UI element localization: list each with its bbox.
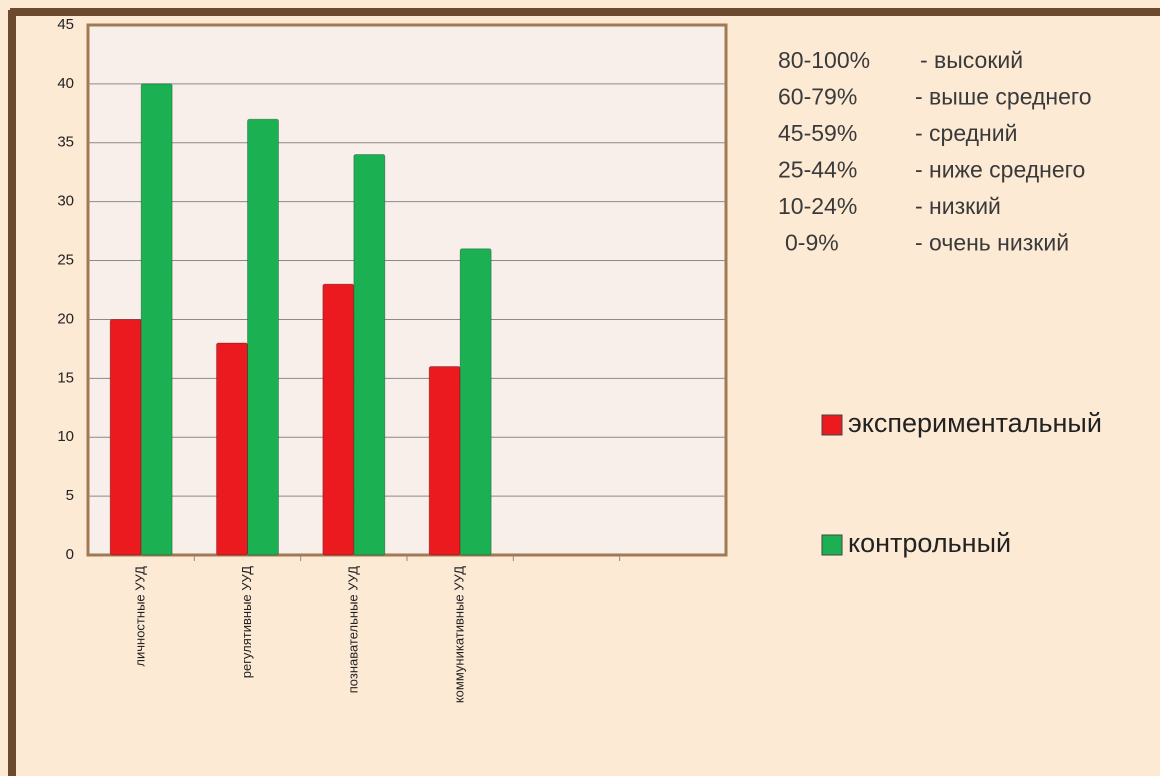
x-tick-label: коммуникативные УУД [452, 566, 467, 703]
annotation-range: 80-100% [778, 47, 870, 73]
annotation-range: 10-24% [778, 193, 857, 219]
y-tick-label: 0 [66, 546, 74, 563]
annotation-range: 0-9% [785, 230, 839, 256]
y-tick-label: 5 [66, 487, 74, 504]
y-tick-label: 10 [57, 428, 74, 445]
y-tick-label: 30 [57, 193, 74, 210]
bar [353, 154, 386, 556]
annotation-label: - выше среднего [915, 84, 1092, 110]
y-tick-label: 25 [57, 252, 74, 269]
y-tick-label: 40 [57, 75, 74, 92]
y-tick-label: 20 [57, 310, 74, 327]
bar [428, 366, 461, 556]
y-tick-label: 35 [57, 134, 74, 151]
bar [459, 248, 492, 556]
plot-area [86, 23, 728, 557]
annotation-label: - ниже среднего [915, 157, 1085, 183]
x-tick-label: познавательные УУД [345, 566, 360, 693]
annotation-range: 25-44% [778, 157, 857, 183]
legend-label: контрольный [848, 528, 1011, 558]
annotation-label: - высокий [920, 47, 1023, 73]
legend-swatch [821, 534, 843, 556]
bar [109, 318, 142, 556]
bar [216, 342, 248, 556]
annotation-label: - очень низкий [915, 230, 1069, 256]
bar [140, 83, 173, 556]
legend-swatch [821, 414, 843, 436]
bar [322, 283, 355, 556]
annotation-range: 45-59% [778, 120, 857, 146]
legend-label: экспериментальный [848, 408, 1102, 438]
annotation-label: - средний [915, 120, 1017, 146]
y-tick-label: 45 [57, 16, 74, 33]
x-tick-label: личностные УУД [133, 566, 148, 667]
annotation-range: 60-79% [778, 84, 857, 110]
bar [247, 118, 279, 556]
annotation-label: - низкий [915, 193, 1001, 219]
y-tick-label: 15 [57, 369, 74, 386]
x-tick-label: регулятивные УУД [239, 566, 254, 678]
